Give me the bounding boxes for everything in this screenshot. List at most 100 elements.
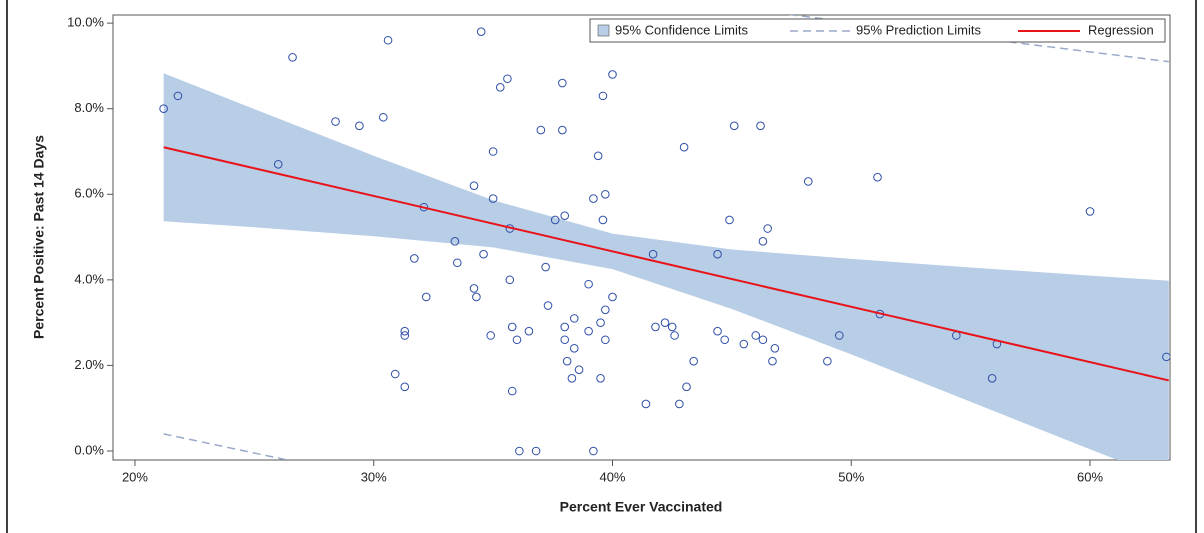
data-point (472, 292, 481, 302)
data-point (601, 335, 610, 345)
data-point (584, 326, 593, 336)
data-point (713, 326, 722, 336)
data-point (495, 83, 505, 92)
legend-label: 95% Prediction Limits (856, 22, 981, 37)
data-point (593, 151, 603, 161)
data-point (739, 339, 749, 349)
data-point (550, 215, 560, 225)
data-point (751, 331, 761, 340)
data-point (598, 215, 608, 225)
data-point (515, 446, 524, 456)
data-point (469, 284, 479, 293)
y-tick-label: 4.0% (74, 271, 104, 286)
data-point (383, 35, 393, 45)
data-point (410, 254, 419, 263)
data-point (758, 335, 768, 345)
data-point (835, 331, 844, 340)
data-point (486, 331, 496, 340)
x-tick-label: 30% (361, 469, 387, 484)
data-point (670, 331, 679, 340)
data-point (507, 322, 517, 332)
data-point (584, 279, 593, 289)
data-point (476, 27, 486, 36)
data-point (400, 326, 410, 336)
x-axis-label: Percent Ever Vaccinated (560, 499, 723, 515)
data-point (469, 181, 479, 191)
data-point (421, 292, 431, 302)
data-point (596, 373, 605, 383)
data-point (288, 53, 297, 62)
data-point (273, 160, 283, 169)
data-point (768, 356, 777, 366)
x-tick-label: 40% (599, 469, 625, 484)
data-point (543, 301, 553, 310)
data-point (601, 305, 610, 315)
data-point (541, 262, 550, 272)
plot-frame (112, 14, 1171, 461)
data-point (524, 326, 534, 336)
data-point (488, 194, 498, 203)
y-tick-label: 10.0% (67, 15, 104, 30)
legend-box (589, 18, 1166, 43)
data-point (567, 373, 577, 383)
data-point (608, 70, 617, 79)
data-point (536, 125, 546, 135)
y-tick-label: 2.0% (74, 357, 104, 372)
data-point (689, 356, 698, 366)
prediction-limit (163, 433, 286, 460)
data-point (589, 446, 598, 456)
data-point (648, 249, 658, 259)
data-point (1085, 207, 1095, 216)
data-point (507, 386, 517, 396)
data-point (558, 125, 567, 135)
data-point (608, 292, 617, 302)
data-point (488, 147, 498, 156)
data-point (479, 249, 488, 259)
data-point (560, 335, 570, 345)
data-point (1162, 352, 1170, 362)
data-point (770, 344, 780, 353)
data-point (729, 121, 739, 131)
data-point (378, 112, 388, 122)
data-point (331, 117, 340, 126)
data-point (589, 194, 598, 203)
data-point (758, 237, 768, 246)
data-point (503, 74, 512, 84)
data-point (560, 322, 570, 332)
data-point (450, 237, 460, 246)
prediction-limit (789, 15, 1169, 63)
data-point (601, 189, 610, 199)
data-point (596, 318, 605, 327)
data-point (173, 91, 183, 101)
data-point (452, 258, 462, 268)
data-point (390, 369, 400, 379)
legend-swatch (597, 24, 610, 37)
data-point (763, 224, 772, 233)
data-point (641, 399, 651, 409)
regression-line (163, 146, 1170, 382)
data-point (675, 399, 684, 409)
data-point (558, 78, 567, 88)
data-point (713, 249, 722, 259)
data-point (505, 275, 515, 285)
data-point (531, 446, 541, 456)
data-point (560, 211, 570, 220)
confidence-band (163, 73, 1169, 460)
data-point (987, 373, 997, 383)
y-tick-label: 8.0% (74, 100, 104, 115)
x-tick-label: 60% (1077, 469, 1103, 484)
data-point (756, 121, 765, 131)
data-point (569, 344, 579, 353)
data-point (569, 314, 579, 323)
data-point (803, 177, 813, 186)
data-point (720, 335, 730, 345)
data-point (562, 356, 572, 366)
data-point (400, 382, 410, 392)
data-point (682, 382, 691, 392)
x-tick-label: 50% (838, 469, 864, 484)
data-point (512, 335, 522, 345)
data-point (873, 172, 882, 182)
data-point (660, 318, 670, 327)
data-point (574, 365, 584, 375)
